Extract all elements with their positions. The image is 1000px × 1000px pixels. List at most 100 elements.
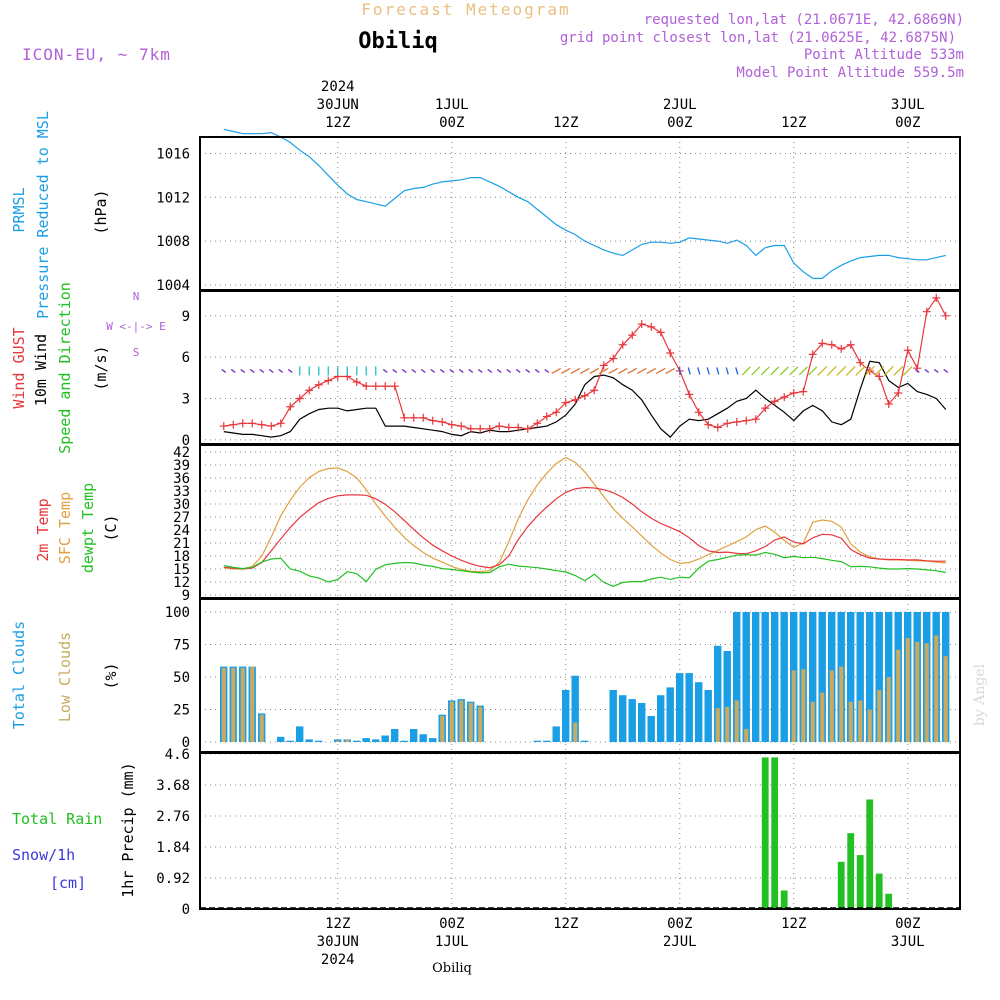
wind-direction-arrow [392, 368, 398, 373]
wind-direction-arrow [706, 367, 710, 375]
wind-speed-line [223, 360, 947, 438]
gust-marker [856, 358, 865, 367]
wind-direction-arrow [487, 368, 493, 373]
y-tick-label: 30 [173, 497, 190, 513]
bottom-time-label: 2JUL [663, 934, 697, 950]
gust-marker [789, 389, 798, 397]
wind-direction-arrow [655, 367, 666, 375]
gust-marker [238, 419, 247, 428]
wind-direction-arrow [608, 367, 619, 375]
gust-marker [552, 408, 561, 417]
gust-marker [704, 420, 713, 429]
y-tick-label: 9 [182, 309, 190, 325]
gust-marker [694, 408, 703, 417]
panel-frame-clouds [199, 598, 961, 753]
grid-layer [200, 137, 960, 910]
low-cloud-bar [848, 701, 853, 742]
total-cloud-bar [714, 645, 722, 742]
wind-direction-arrow [826, 365, 837, 376]
wind-label-dir: Speed and Direction [56, 282, 74, 454]
grid-point-coords: grid point closest lon,lat (21.0625E, 42… [560, 30, 956, 46]
wind-label-gust: Wind GUST [10, 327, 28, 408]
total-cloud-bar [657, 695, 665, 742]
temp-label-2m: 2m Temp [34, 498, 52, 561]
bottom-time-label: 1JUL [435, 934, 469, 950]
low-cloud-bar [934, 635, 939, 742]
bottom-time-label: 00Z [667, 916, 692, 932]
top-time-label: 1JUL [435, 97, 469, 113]
y-tick-label: 21 [173, 536, 190, 552]
gust-marker [666, 349, 675, 358]
y-tick-label: 6 [182, 350, 190, 366]
wind-direction-arrow [924, 368, 930, 373]
total-cloud-bar [704, 690, 712, 742]
gust-marker [837, 344, 846, 353]
wind-direction-arrow [411, 368, 417, 373]
wind-direction-arrow [741, 366, 751, 376]
total-cloud-bar [628, 699, 636, 742]
wind-direction-arrow [439, 368, 445, 373]
wind-direction-arrow [278, 368, 284, 373]
y-tick-label: 1016 [156, 146, 190, 162]
wind-direction-arrow [893, 365, 904, 376]
bottom-time-label: 00Z [439, 916, 464, 932]
gust-marker [827, 340, 836, 349]
panel-frame-temperature [199, 444, 961, 599]
watermark: by Angel [972, 663, 988, 726]
gust-marker [656, 328, 665, 337]
data-layer [200, 129, 960, 909]
temp-2m-line [223, 486, 946, 570]
total-cloud-bar [362, 738, 370, 742]
total-cloud-bar [381, 735, 389, 742]
top-time-label: 00Z [667, 115, 692, 131]
total-cloud-bar [419, 734, 427, 742]
temp-label-sfc: SFC Temp [56, 492, 74, 564]
top-time-label: 2JUL [663, 97, 697, 113]
wind-direction-arrow [506, 368, 512, 373]
gust-marker [466, 424, 475, 433]
wind-direction-arrow [716, 367, 720, 375]
total-cloud-bar [315, 740, 323, 742]
total-cloud-bar [533, 740, 541, 742]
gust-marker [447, 420, 456, 429]
low-cloud-bar [943, 656, 948, 742]
gust-marker [618, 340, 627, 349]
wind-direction-arrow [515, 368, 521, 373]
total-cloud-bar [875, 612, 883, 742]
model-label: ICON-EU, ~ 7km [22, 45, 171, 64]
total-cloud-bar [685, 673, 693, 742]
wind-direction-arrow [779, 366, 789, 376]
wind-direction-arrow [287, 368, 293, 373]
gust-marker [799, 387, 808, 396]
gust-marker [495, 422, 504, 431]
bottom-time-label: 00Z [895, 916, 920, 932]
low-cloud-bar [259, 714, 264, 742]
bottom-time-label: 12Z [781, 916, 806, 932]
gust-marker [742, 416, 751, 425]
gust-marker [647, 322, 656, 331]
total-cloud-bar [296, 726, 304, 742]
total-cloud-bar [353, 740, 361, 742]
rain-bar [885, 893, 893, 909]
wind-direction-arrow [617, 367, 628, 375]
y-tick-label: 15 [173, 562, 190, 578]
rain-bar [866, 799, 874, 909]
wind-direction-arrow [249, 368, 255, 373]
wind-direction-arrow [401, 368, 407, 373]
pressure-line [223, 128, 946, 279]
wind-direction-arrow [864, 365, 875, 376]
top-time-label: 3JUL [891, 97, 925, 113]
wind-direction-arrow [751, 366, 761, 376]
low-cloud-bar [715, 708, 720, 742]
wind-direction-arrow [458, 368, 464, 373]
wind-label-10m: 10m Wind [32, 334, 50, 406]
y-tick-label: 75 [173, 638, 190, 654]
total-cloud-bar [552, 726, 560, 742]
gust-marker [352, 377, 361, 386]
gust-marker [229, 420, 238, 429]
bottom-time-label: 12Z [553, 916, 578, 932]
total-cloud-bar [391, 729, 399, 742]
gust-marker [903, 346, 912, 355]
total-cloud-bar [752, 612, 760, 742]
gust-marker [770, 397, 779, 406]
